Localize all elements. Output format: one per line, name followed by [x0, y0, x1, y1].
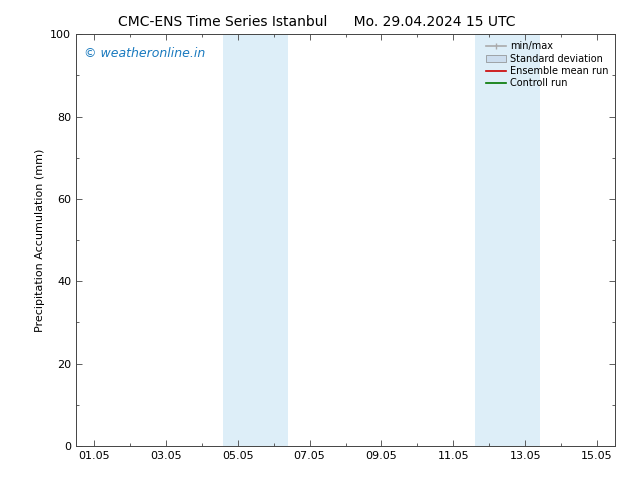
Text: CMC-ENS Time Series Istanbul      Mo. 29.04.2024 15 UTC: CMC-ENS Time Series Istanbul Mo. 29.04.2…	[119, 15, 515, 29]
Bar	[475, 34, 540, 446]
Bar	[223, 34, 288, 446]
Text: © weatheronline.in: © weatheronline.in	[84, 47, 205, 60]
Legend: min/max, Standard deviation, Ensemble mean run, Controll run: min/max, Standard deviation, Ensemble me…	[484, 39, 610, 90]
Y-axis label: Precipitation Accumulation (mm): Precipitation Accumulation (mm)	[35, 148, 44, 332]
